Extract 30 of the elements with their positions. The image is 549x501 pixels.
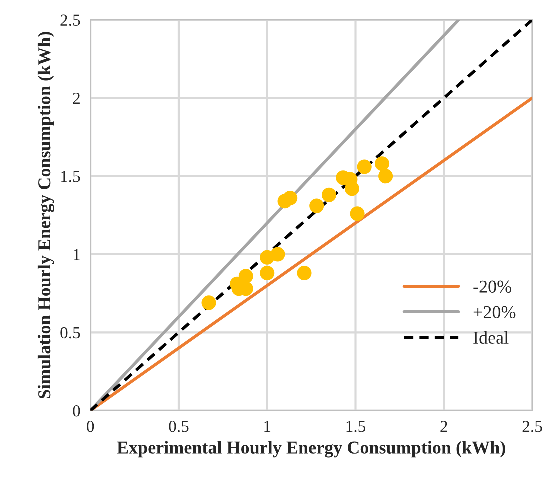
y-tick-label: 0.5 <box>60 327 80 339</box>
y-tick-label: 1.5 <box>61 171 80 182</box>
legend-label: -20% <box>474 280 512 294</box>
x-tick-label: 1 <box>264 421 271 432</box>
point <box>238 269 254 284</box>
point <box>260 266 275 281</box>
y-tick-label: 2.5 <box>60 14 80 26</box>
y-tick-label: 1 <box>74 249 80 260</box>
x-tick-label: 2.5 <box>522 421 542 432</box>
point <box>350 206 365 222</box>
y-tick-label: 0 <box>73 406 80 417</box>
point <box>322 188 337 202</box>
point <box>374 156 390 172</box>
point <box>357 160 372 174</box>
legend-label: Ideal <box>474 331 509 344</box>
x-axis-title: Experimental Hourly Energy Consumption (kWh) <box>117 441 506 458</box>
x-tick-label: 0.5 <box>169 421 189 432</box>
y-axis-title: Simulation Hourly Energy Consumption (kWh) <box>38 32 54 399</box>
point <box>310 198 324 214</box>
y-tick-label: 2 <box>73 92 80 104</box>
x-tick-label: 0 <box>87 421 94 432</box>
legend-label: +20% <box>474 306 516 319</box>
x-tick-label: 1.5 <box>346 421 366 432</box>
point <box>283 190 298 206</box>
point <box>202 296 216 310</box>
point <box>297 266 312 281</box>
point <box>270 247 286 262</box>
x-tick-label: 2 <box>440 421 448 432</box>
point <box>378 169 394 184</box>
point <box>344 182 360 196</box>
